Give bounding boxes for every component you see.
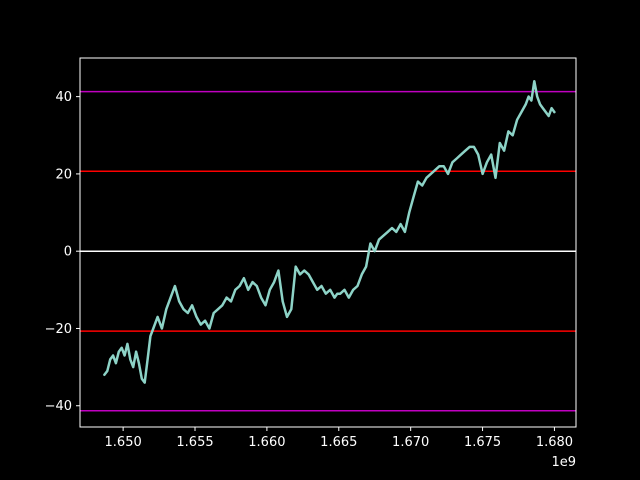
x-tick-label: 1.670 bbox=[392, 435, 429, 450]
y-tick-label: −40 bbox=[45, 399, 72, 414]
x-tick-label: 1.650 bbox=[105, 435, 142, 450]
x-tick-label: 1.655 bbox=[176, 435, 213, 450]
x-tick-label: 1.660 bbox=[248, 435, 285, 450]
y-tick-label: −20 bbox=[45, 322, 72, 337]
y-tick-label: 20 bbox=[55, 167, 72, 182]
x-tick-label: 1.675 bbox=[464, 435, 501, 450]
x-axis-offset-label: 1e9 bbox=[551, 455, 576, 470]
x-tick-label: 1.665 bbox=[320, 435, 357, 450]
y-tick-label: 40 bbox=[55, 90, 72, 105]
x-tick-label: 1.680 bbox=[536, 435, 573, 450]
y-tick-label: 0 bbox=[64, 245, 72, 260]
